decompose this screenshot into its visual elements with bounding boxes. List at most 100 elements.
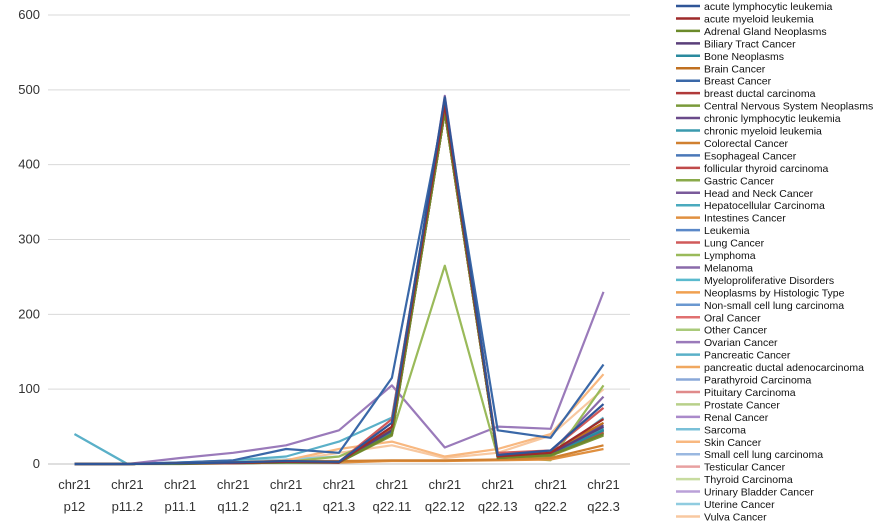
- y-tick-label: 500: [18, 82, 40, 97]
- legend-label: Adrenal Gland Neoplasms: [704, 26, 827, 38]
- legend-label: Pancreatic Cancer: [704, 350, 791, 362]
- y-tick-label: 100: [18, 381, 40, 396]
- gridlines: [48, 14, 630, 465]
- legend-label: Thyroid Carcinoma: [704, 474, 793, 486]
- x-tick-label: chr21: [58, 477, 91, 492]
- series-line: [74, 109, 604, 466]
- x-tick-label: p11.1: [164, 499, 196, 514]
- x-tick-label: q22.2: [534, 499, 567, 514]
- series-line: [74, 105, 604, 466]
- legend-label: Melanoma: [704, 262, 753, 274]
- series-line: [74, 96, 605, 466]
- series-line: [74, 94, 605, 466]
- legend-label: Oral Cancer: [704, 312, 761, 324]
- x-tick-label: chr21: [587, 477, 620, 492]
- series-line: [74, 373, 605, 466]
- legend-label: Other Cancer: [704, 325, 768, 337]
- series-line: [74, 109, 604, 466]
- legend-label: Ovarian Cancer: [704, 337, 778, 349]
- x-tick-label: chr21: [534, 477, 567, 492]
- legend-label: Prostate Cancer: [704, 399, 780, 411]
- legend-label: Non-small cell lung carcinoma: [704, 300, 844, 312]
- legend-label: Myeloproliferative Disorders: [704, 275, 834, 287]
- series-line: [74, 109, 604, 466]
- series-line: [74, 106, 604, 466]
- series-line: [74, 109, 604, 466]
- x-tick-label: q11.2: [217, 499, 249, 514]
- legend-label: Intestines Cancer: [704, 213, 786, 225]
- series-line: [74, 107, 604, 466]
- legend-label: Pituitary Carcinoma: [704, 387, 796, 399]
- series-lines: [73, 94, 605, 466]
- legend-label: Vulva Cancer: [704, 511, 767, 523]
- legend-label: Leukemia: [704, 225, 750, 237]
- legend-label: acute lymphocytic leukemia: [704, 1, 833, 13]
- legend-label: Central Nervous System Neoplasms: [704, 101, 873, 113]
- series-line: [74, 103, 605, 466]
- series-line: [74, 106, 604, 466]
- x-tick-label: chr21: [481, 477, 514, 492]
- series-line: [74, 107, 604, 466]
- series-line: [74, 103, 605, 466]
- x-tick-label: q22.3: [587, 499, 620, 514]
- series-line: [74, 291, 605, 466]
- legend-label: Esophageal Cancer: [704, 150, 797, 162]
- legend-label: Uterine Cancer: [704, 499, 775, 511]
- x-tick-label: chr21: [217, 477, 250, 492]
- x-tick-label: q22.13: [478, 499, 518, 514]
- series-line: [74, 102, 605, 466]
- legend-label: Lung Cancer: [704, 238, 765, 250]
- legend-label: Bone Neoplasms: [704, 51, 784, 63]
- x-tick-label: chr21: [111, 477, 144, 492]
- y-tick-label: 600: [18, 7, 40, 22]
- y-tick-label: 300: [18, 232, 40, 247]
- legend-label: Colorectal Cancer: [704, 138, 789, 150]
- legend-label: Skin Cancer: [704, 437, 762, 449]
- x-tick-label: chr21: [376, 477, 409, 492]
- series-line: [74, 105, 604, 466]
- legend-label: Biliary Tract Cancer: [704, 38, 796, 50]
- legend-label: Small cell lung carcinoma: [704, 449, 823, 461]
- y-tick-label: 200: [18, 306, 40, 321]
- legend-label: Testicular Cancer: [704, 462, 786, 474]
- x-tick-label: chr21: [429, 477, 462, 492]
- x-tick-label: q22.11: [373, 499, 412, 514]
- legend-label: Urinary Bladder Cancer: [704, 487, 814, 499]
- x-tick-label: p12: [64, 499, 86, 514]
- legend-label: Head and Neck Cancer: [704, 188, 814, 200]
- series-line: [73, 107, 605, 466]
- x-tick-label: chr21: [270, 477, 303, 492]
- x-axis: chr21 p12 chr21 p11.2 chr21 p11.1 chr21 q11.2 ch…: [48, 463, 630, 514]
- series-line: [74, 107, 604, 466]
- x-tick-label: q21.1: [270, 499, 303, 514]
- y-tick-label: 400: [18, 157, 40, 172]
- y-axis: 0 100 200 300 400 500 600: [18, 7, 40, 471]
- series-line: [74, 99, 605, 466]
- legend-label: chronic lymphocytic leukemia: [704, 113, 841, 125]
- legend-label: Sarcoma: [704, 424, 746, 436]
- x-tick-label: chr21: [164, 477, 197, 492]
- series-line: [74, 99, 604, 466]
- legend-label: Gastric Cancer: [704, 175, 775, 187]
- series-line: [74, 103, 605, 466]
- legend-label: pancreatic ductal adenocarcinoma: [704, 362, 864, 374]
- legend-label: Brain Cancer: [704, 63, 766, 75]
- y-tick-label: 0: [33, 456, 40, 471]
- series-line: [74, 105, 604, 466]
- legend-label: breast ductal carcinoma: [704, 88, 816, 100]
- legend-label: Hepatocellular Carcinoma: [704, 200, 825, 212]
- legend-label: acute myeloid leukemia: [704, 13, 814, 25]
- x-tick-label: q21.3: [323, 499, 356, 514]
- x-tick-label: chr21: [323, 477, 356, 492]
- legend-label: Parathyroid Carcinoma: [704, 375, 812, 387]
- x-tick-label: q22.12: [425, 499, 465, 514]
- legend-label: Breast Cancer: [704, 76, 772, 88]
- series-line: [74, 106, 604, 466]
- series-line: [74, 105, 604, 466]
- legend-label: Neoplasms by Histologic Type: [704, 287, 845, 299]
- legend-label: Lymphoma: [704, 250, 756, 262]
- legend-label: Renal Cancer: [704, 412, 769, 424]
- x-tick-label: p11.2: [112, 499, 144, 514]
